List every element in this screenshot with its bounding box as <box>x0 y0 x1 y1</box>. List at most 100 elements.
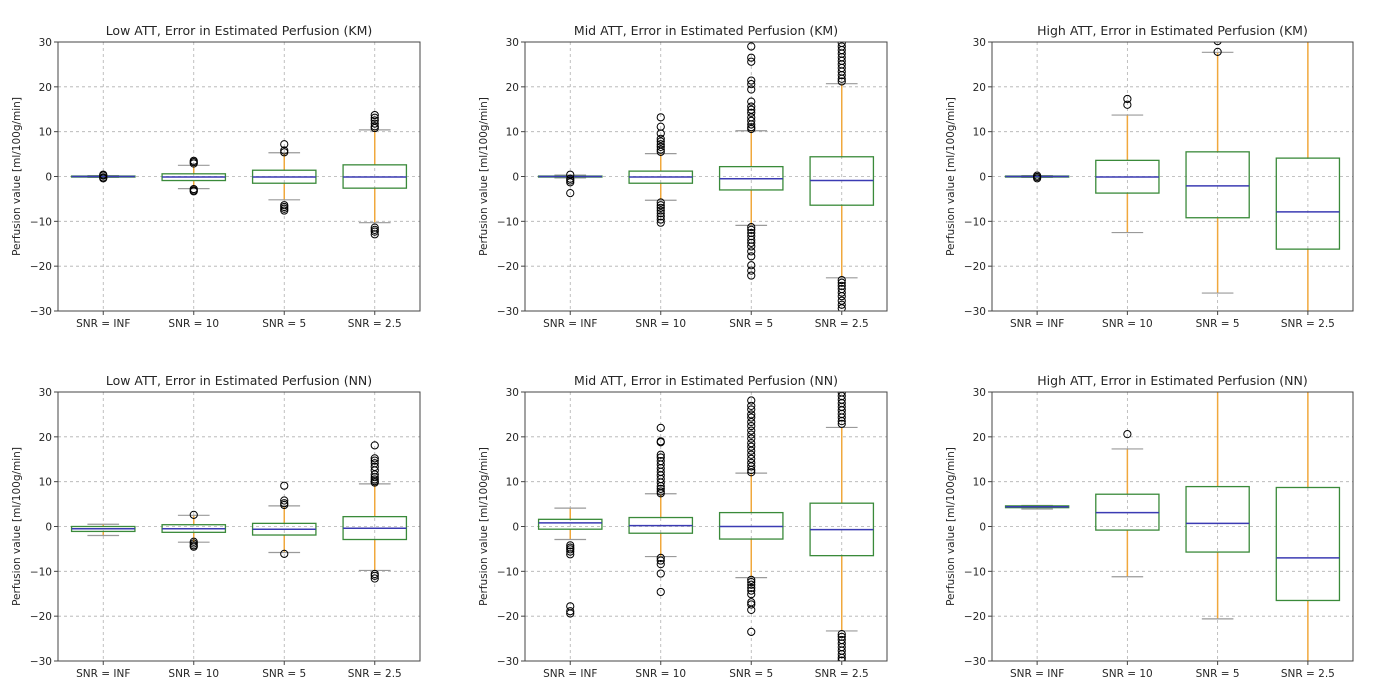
outlier-point <box>370 454 379 463</box>
y-tick-label: 20 <box>506 82 519 94</box>
outlier-point <box>656 560 665 569</box>
outlier-point <box>747 76 756 85</box>
y-tick-label: 30 <box>506 37 519 49</box>
y-tick-label: 10 <box>39 477 52 489</box>
x-tick-label: SNR = 2.5 <box>348 318 402 330</box>
outlier-point <box>99 174 108 183</box>
outlier-point <box>747 600 756 609</box>
outlier-point <box>656 556 665 565</box>
y-tick-label: −10 <box>30 566 52 578</box>
y-tick-label: −10 <box>30 216 52 228</box>
outlier-point <box>1033 174 1042 183</box>
y-tick-label: 0 <box>979 522 986 534</box>
outlier-point <box>747 421 756 431</box>
box-iqr <box>537 518 603 530</box>
outlier-point <box>837 413 846 422</box>
outlier-point <box>656 423 665 432</box>
panel-mid-att-nn: Mid ATT, Error in Estimated Perfusion (N… <box>478 373 888 680</box>
outlier-point <box>656 553 665 562</box>
box-snr-5 <box>1185 392 1250 620</box>
outlier-point <box>747 266 756 275</box>
y-tick-label: −20 <box>964 611 986 623</box>
outlier-point <box>280 500 289 510</box>
y-tick-label: −20 <box>30 261 52 273</box>
outlier-point <box>747 108 756 117</box>
panel-title: Mid ATT, Error in Estimated Perfusion (K… <box>574 23 838 38</box>
outlier-point <box>1123 430 1132 439</box>
y-tick-label: 30 <box>973 37 986 49</box>
box-snr-2.5 <box>1275 42 1341 311</box>
y-tick-label: −30 <box>30 656 52 668</box>
outlier-point <box>656 201 665 210</box>
x-tick-label: SNR = 2.5 <box>348 668 402 680</box>
x-tick-label: SNR = 5 <box>729 318 773 330</box>
x-tick-label: SNR = 5 <box>1196 318 1240 330</box>
outlier-point <box>370 230 379 239</box>
outlier-point <box>280 140 289 149</box>
box-snr-10 <box>628 113 694 227</box>
outlier-point <box>370 456 379 465</box>
outlier-point <box>370 110 379 120</box>
box-iqr <box>1275 157 1341 250</box>
y-tick-label: 0 <box>45 172 52 184</box>
y-tick-label: −10 <box>497 566 519 578</box>
panel-title: Low ATT, Error in Estimated Perfusion (N… <box>106 373 372 388</box>
outlier-point <box>566 607 575 616</box>
x-tick-label: SNR = INF <box>1010 668 1064 680</box>
y-tick-label: 0 <box>979 172 986 184</box>
panel-mid-att-km: Mid ATT, Error in Estimated Perfusion (K… <box>478 23 888 330</box>
y-tick-label: −30 <box>964 656 986 668</box>
grid <box>992 392 1353 661</box>
outlier-point <box>837 292 846 301</box>
panel-high-att-nn: High ATT, Error in Estimated Perfusion (… <box>945 373 1354 680</box>
outlier-point <box>747 405 756 414</box>
box-snr-5 <box>251 140 317 215</box>
y-tick-label: −20 <box>497 261 519 273</box>
outlier-point <box>370 473 379 482</box>
plot-area <box>537 42 875 311</box>
y-tick-label: −20 <box>964 261 986 273</box>
outlier-point <box>566 188 575 198</box>
box-iqr <box>1185 151 1250 219</box>
outlier-point <box>280 481 289 490</box>
outlier-point <box>656 209 665 218</box>
panel-title: Low ATT, Error in Estimated Perfusion (K… <box>106 23 373 38</box>
plot-area <box>70 441 408 583</box>
outlier-point <box>656 134 665 143</box>
outlier-point <box>747 450 756 459</box>
outlier-point <box>747 417 756 427</box>
x-tick-label: SNR = 10 <box>1102 318 1153 330</box>
box-snr-10 <box>1095 430 1160 578</box>
outlier-point <box>747 413 756 422</box>
outlier-point <box>837 653 846 661</box>
x-tick-label: SNR = INF <box>543 668 597 680</box>
outlier-point <box>656 129 665 138</box>
box-snr-10 <box>161 156 227 196</box>
outlier-point <box>566 178 575 187</box>
outlier-point <box>837 419 846 428</box>
y-tick-label: 30 <box>39 37 52 49</box>
plot-area <box>70 110 408 239</box>
outlier-point <box>566 550 575 559</box>
outlier-point <box>747 252 756 261</box>
x-tick-label: SNR = INF <box>1010 318 1064 330</box>
y-tick-label: 30 <box>506 387 519 399</box>
outlier-point <box>656 113 665 122</box>
y-tick-label: 30 <box>973 387 986 399</box>
outlier-point <box>1213 42 1222 46</box>
outlier-point <box>656 203 665 212</box>
y-tick-label: 20 <box>39 82 52 94</box>
outlier-point <box>837 74 846 83</box>
y-tick-label: −30 <box>497 306 519 318</box>
outlier-point <box>747 426 756 435</box>
outlier-point <box>747 120 756 129</box>
outlier-point <box>747 261 756 270</box>
outlier-point <box>566 541 575 550</box>
outlier-point <box>1123 94 1132 104</box>
outlier-point <box>370 227 379 236</box>
outlier-point <box>1213 47 1222 56</box>
outlier-point <box>370 119 379 128</box>
box-snr-5 <box>251 481 317 558</box>
outlier-point <box>747 247 756 256</box>
grid <box>525 392 887 661</box>
